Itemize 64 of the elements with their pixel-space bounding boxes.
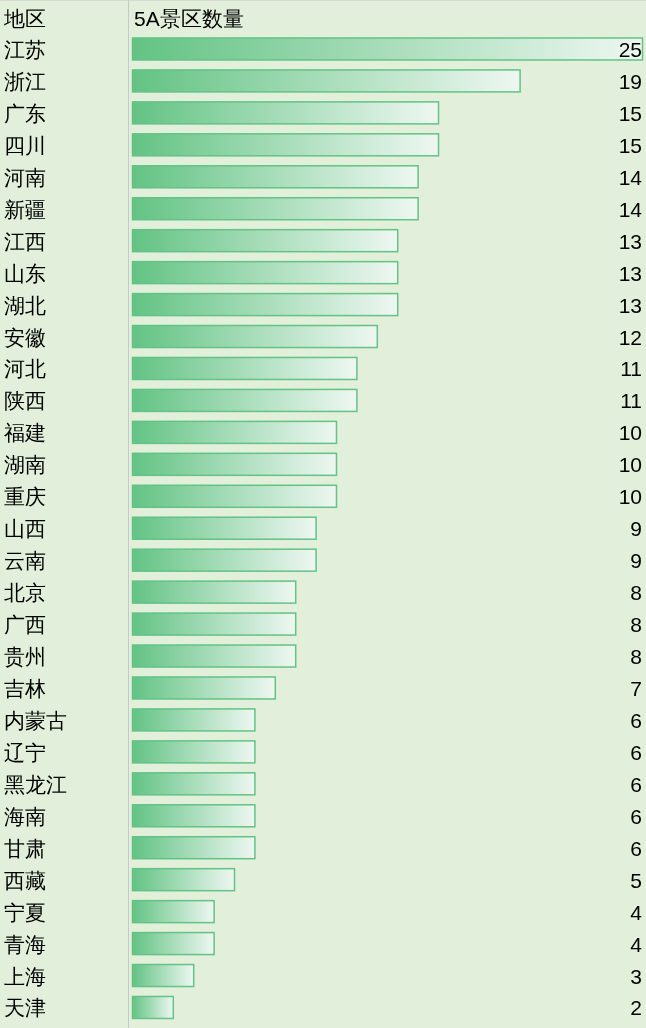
- value-label: 9: [630, 549, 642, 573]
- value-label: 15: [618, 133, 642, 157]
- category: 广西: [4, 613, 46, 637]
- value-label: 10: [618, 485, 642, 509]
- category: 湖北: [4, 293, 46, 317]
- category: 青海: [4, 932, 46, 956]
- value-label: 6: [630, 740, 642, 764]
- xlabel: 5A景区数量: [134, 7, 244, 30]
- category: 辽宁: [4, 740, 46, 764]
- ylabel: 地区: [4, 7, 46, 30]
- value-label: 14: [618, 165, 642, 189]
- value-label: 6: [630, 708, 642, 732]
- category: 宁夏: [4, 900, 46, 924]
- value-label: 3: [630, 964, 642, 988]
- category: 河北: [4, 357, 46, 381]
- value-label: 7: [630, 676, 642, 700]
- category: 广东: [4, 101, 46, 125]
- category: 上海: [4, 964, 46, 988]
- category: 四川: [4, 133, 46, 157]
- value-label: 10: [618, 453, 642, 477]
- category: 山东: [4, 261, 46, 285]
- value-label: 6: [630, 836, 642, 860]
- value-label: 6: [630, 772, 642, 796]
- category: 海南: [4, 804, 46, 828]
- category: 甘肃: [4, 836, 46, 860]
- value-label: 5: [630, 868, 642, 892]
- value-label: 25: [618, 37, 642, 61]
- value-label: 13: [618, 229, 642, 253]
- value-label: 4: [630, 900, 642, 924]
- value-label: 14: [618, 197, 642, 221]
- category: 云南: [4, 549, 46, 573]
- category: 黑龙江: [4, 772, 67, 796]
- value-label: 13: [618, 293, 642, 317]
- category: 北京: [4, 581, 46, 605]
- value-label: 8: [630, 645, 642, 669]
- category: 河南: [4, 165, 46, 189]
- category: 江西: [4, 229, 46, 253]
- category: 湖南: [4, 453, 46, 477]
- value-label: 9: [630, 517, 642, 541]
- value-label: 8: [630, 581, 642, 605]
- category: 江苏: [4, 37, 46, 61]
- value-label: 15: [618, 101, 642, 125]
- value-label: 12: [618, 325, 642, 349]
- value-label: 10: [618, 421, 642, 445]
- value-label: 2: [630, 996, 642, 1020]
- category: 内蒙古: [4, 708, 67, 732]
- category: 吉林: [4, 676, 46, 700]
- category: 西藏: [4, 868, 46, 892]
- category: 山西: [4, 517, 46, 541]
- value-label: 8: [630, 613, 642, 637]
- category: 天津: [4, 996, 46, 1020]
- category: 贵州: [4, 645, 46, 669]
- value-label: 4: [630, 932, 642, 956]
- category: 福建: [4, 421, 46, 445]
- value-label: 11: [620, 357, 642, 381]
- value-label: 6: [630, 804, 642, 828]
- category: 浙江: [4, 69, 46, 93]
- value-label: 19: [618, 69, 642, 93]
- category: 安徽: [4, 325, 46, 349]
- category: 陕西: [4, 389, 46, 413]
- category: 新疆: [4, 197, 46, 221]
- category: 重庆: [4, 485, 46, 509]
- value-label: 11: [620, 389, 642, 413]
- value-label: 13: [618, 261, 642, 285]
